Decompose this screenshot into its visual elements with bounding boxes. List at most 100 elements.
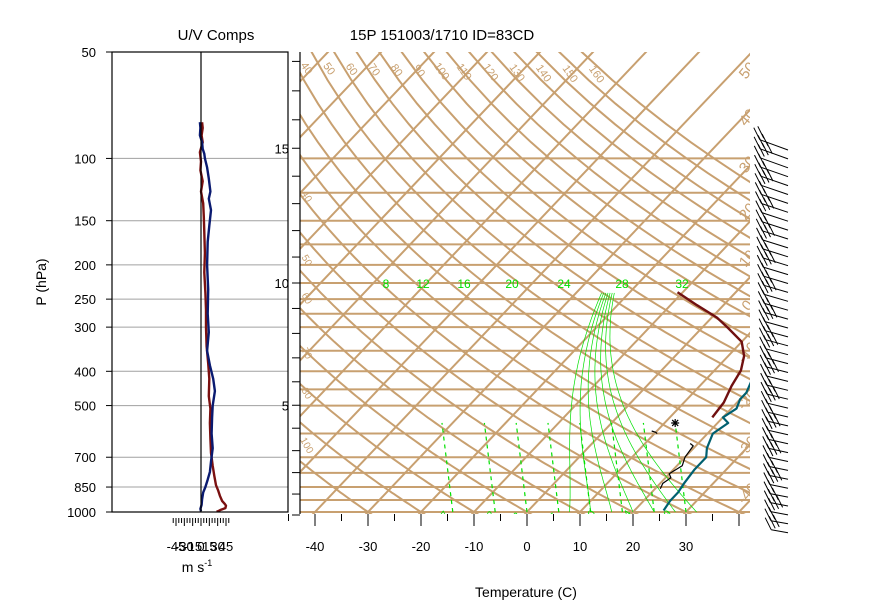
uv-x-tick-label: -30 <box>175 539 194 554</box>
skewt-series-dewpoint_segment <box>651 430 658 435</box>
temperature-tick-label: 30 <box>679 539 693 554</box>
mixing-ratio-line <box>610 422 623 513</box>
skewt-panel: 40 50 60 70 80 90 100 110 120 130 140 150 160 5040302… <box>0 18 761 600</box>
dry-adiabat-label: 50 <box>320 61 337 78</box>
wind-barb <box>759 332 789 356</box>
dry-adiabat-label: 60 <box>343 61 360 78</box>
wind-barb <box>756 250 789 276</box>
wind-barb <box>761 425 789 445</box>
wind-barb <box>761 406 789 427</box>
lcl-star-marker <box>671 418 680 427</box>
height-tick-label: 10 <box>275 276 289 291</box>
moist-adiabat-label: 16 <box>457 277 471 291</box>
dry-adiabat-line <box>310 52 750 425</box>
isotherm-line <box>311 52 750 514</box>
wind-barb <box>753 133 789 160</box>
temperature-axis: -40 -30 -20 -10 0 10 20 30 <box>288 514 740 554</box>
wind-barb <box>761 398 789 418</box>
temperature-tick-label: 0 <box>523 539 530 554</box>
isotherm-label: 0 <box>738 297 756 314</box>
isotherm-line <box>417 164 750 514</box>
mixing-ratio-label: 10 <box>583 508 599 524</box>
moist-adiabat-label: 20 <box>505 277 519 291</box>
temperature-tick-label: -20 <box>412 539 431 554</box>
isotherm-line <box>300 52 701 474</box>
moist-adiabat-label: 28 <box>615 277 629 291</box>
dry-adiabat-line <box>300 421 426 514</box>
uv-x-tick-label: 0 <box>197 539 204 554</box>
pressure-tick-label: 250 <box>74 292 96 307</box>
isotherm-label: -40 <box>734 480 761 508</box>
wind-barb <box>762 440 789 462</box>
wind-barb <box>753 141 789 169</box>
uv-x-tick-label: -45 <box>167 539 186 554</box>
isotherm-line <box>364 108 750 514</box>
mixing-ratio-line <box>483 422 496 513</box>
wind-barb <box>763 487 789 507</box>
uv-chart-title: U/V Comps <box>178 27 255 44</box>
height-tick-label: 5 <box>282 398 289 413</box>
wind-barb <box>760 379 789 400</box>
dry-adiabat-line <box>557 52 750 202</box>
isotherm-line <box>735 498 750 514</box>
mixing-ratio-line <box>547 422 560 513</box>
wind-barbs <box>753 126 789 534</box>
dry-adiabat-line <box>300 70 750 447</box>
moist-adiabat-line <box>600 292 655 513</box>
isotherm-line <box>300 52 648 418</box>
pressure-tick-label: 150 <box>74 214 96 229</box>
pressure-tick-label: 400 <box>74 364 96 379</box>
mixing-ratio-line <box>674 422 687 513</box>
uv-unit-superscript: -1 <box>204 558 212 568</box>
dry-adiabat-line <box>467 52 750 278</box>
dry-adiabat-label: 120 <box>480 62 500 84</box>
isotherm-line <box>300 52 436 195</box>
wind-barb <box>761 413 789 436</box>
moist-adiabat-line <box>579 292 605 513</box>
isotherm-label: 40 <box>736 106 760 130</box>
dry-adiabat-line <box>332 52 750 402</box>
isotherm-line <box>523 275 750 514</box>
mixing-ratio-label: -2 <box>483 509 497 523</box>
wind-barb <box>760 359 789 382</box>
pressure-tick-label: 700 <box>74 450 96 465</box>
mixing-ratio-label: 14 <box>619 508 635 524</box>
uv-series-v <box>198 122 217 512</box>
isotherm-line <box>0 18 202 520</box>
skewt-series <box>651 291 750 512</box>
dry-adiabat-line <box>300 153 750 494</box>
wind-barb <box>755 188 789 213</box>
isotherm-line <box>576 331 750 514</box>
isotherm-line <box>300 52 542 307</box>
moist-adiabat-label: 24 <box>557 277 571 291</box>
dry-adiabat-line <box>300 459 373 514</box>
uv-x-tick-label: 15 <box>202 539 216 554</box>
pressure-tick-label: 200 <box>74 258 96 273</box>
pressure-tick-label: 50 <box>82 45 96 60</box>
uv-x-tick-label: 45 <box>219 539 233 554</box>
left-adiabat-label: 50 <box>299 253 314 269</box>
wind-barb <box>763 468 789 489</box>
dry-adiabat-line <box>400 52 750 339</box>
dry-adiabat-line <box>490 52 750 259</box>
wind-barb <box>757 277 789 302</box>
mixing-ratio-label: 19 <box>659 508 675 524</box>
temperature-tick-label: 20 <box>626 539 640 554</box>
moist-adiabat-line <box>605 292 676 513</box>
temperature-tick-label: 10 <box>573 539 587 554</box>
pressure-tick-label: 500 <box>74 399 96 414</box>
isotherm-line <box>300 52 383 139</box>
isotherm-line <box>300 52 489 251</box>
dry-adiabat-label: 80 <box>388 62 405 79</box>
uv-x-tick-label: -15 <box>183 539 202 554</box>
dry-adiabat-line <box>300 192 746 514</box>
wind-barb <box>756 242 789 267</box>
dry-adiabat-label: 160 <box>586 64 606 86</box>
dry-adiabat-line <box>445 52 750 298</box>
uv-x-tick-label: 30 <box>210 539 224 554</box>
temperature-axis-label: Temperature (C) <box>475 584 577 600</box>
height-tick-label: 15 <box>275 141 289 156</box>
skewt-series-dewpoint_lower <box>659 443 694 490</box>
